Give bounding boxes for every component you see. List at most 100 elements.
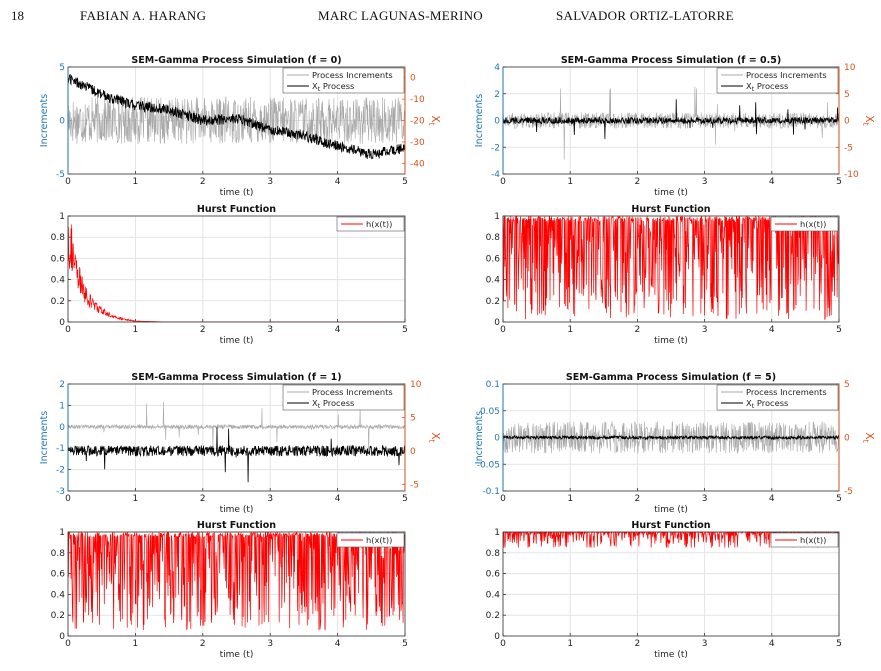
x-tick-label: 1 [567,325,573,335]
chart-title: Hurst Function [631,204,710,215]
legend-box [336,216,405,232]
y2-tick-label: -5 [410,480,419,490]
x-tick-label: 3 [702,639,708,649]
y-tick-label: 0.8 [51,549,66,559]
y-axis-label: Increments [39,411,50,464]
y-tick-label: 0 [494,318,500,328]
author-3: SALVADOR ORTIZ-LATORRE [556,8,734,23]
y2-tick-label: -20 [410,117,425,127]
legend-label: Xt Process [746,398,788,410]
y-tick-label: 0 [59,117,65,127]
legend-label: Process Increments [312,70,393,80]
chart-panel-5: 0 1 2 3 4 5 0 0.2 0.4 0.6 0.8 1 Hurst Function time (… [51,520,408,660]
x-axis-label: time (t) [220,650,254,660]
legend-box [770,216,839,232]
y2-tick-label: 10 [844,63,856,73]
x-tick-label: 3 [702,325,708,335]
series-group [503,532,839,548]
y-tick-label: 0.2 [486,611,500,621]
x-tick-label: 4 [769,177,775,187]
x-tick-label: 5 [836,177,842,187]
legend-box [716,384,839,411]
x-tick-label: 2 [200,177,206,187]
x-tick-label: 2 [200,639,206,649]
x-tick-label: 1 [567,177,573,187]
chart-panel-7: 0 1 2 3 4 5 0 0.2 0.4 0.6 0.8 1 Hurst Function time (… [486,520,842,660]
x-tick-label: 3 [267,177,273,187]
y-tick-label: 0.8 [486,549,501,559]
x-tick-label: 0 [500,177,506,187]
x-tick-label: 2 [635,639,641,649]
y-tick-label: 0.8 [51,233,66,243]
y-tick-label: 0.6 [51,254,66,264]
y-tick-label: 1 [494,212,500,222]
y-axis-label: Increments [474,94,485,147]
x-axis-label: time (t) [654,650,688,660]
legend-box [282,67,405,94]
x-tick-label: 5 [402,494,408,504]
x-tick-label: 4 [769,494,775,504]
x-axis-label: time (t) [654,336,688,346]
legend-box [716,67,839,94]
y-tick-label: 0.4 [51,590,66,600]
y-tick-label: -4 [491,170,500,180]
author-2: MARC LAGUNAS-MERINO [318,8,483,23]
x-tick-label: 0 [65,177,71,187]
x-tick-label: 2 [635,177,641,187]
x-tick-label: 1 [567,639,573,649]
axes-frame [502,531,840,637]
x-tick-label: 1 [133,639,139,649]
y2-tick-label: 0 [410,447,416,457]
y-tick-label: 0.2 [51,297,65,307]
y2-tick-label: 5 [844,90,850,100]
x-tick-label: 1 [133,325,139,335]
y-tick-label: 2 [59,380,65,390]
author-1: FABIAN A. HARANG [80,8,207,23]
y2-tick-label: 0 [844,117,850,127]
legend-box [336,532,405,548]
legend: h(x(t)) [336,532,405,548]
series-hurst [503,216,839,320]
chart-title: SEM-Gamma Process Simulation (f = 1) [131,372,341,383]
series-increments [503,420,839,454]
y2-tick-label: -30 [410,138,425,148]
y-tick-label: 5 [59,63,65,73]
series-hurst [503,532,839,548]
series-group [503,420,839,454]
x-tick-label: 0 [500,639,506,649]
x-tick-label: 4 [335,494,341,504]
y-tick-label: 0 [494,632,500,642]
x-tick-label: 0 [65,494,71,504]
y-tick-label: 0.1 [486,380,500,390]
y-tick-label: -2 [56,466,65,476]
y2-tick-label: 5 [410,413,416,423]
x-tick-label: 0 [65,639,71,649]
x-tick-label: 1 [567,494,573,504]
axes-frame [67,215,406,323]
x-axis-label: time (t) [220,505,254,515]
x-tick-label: 1 [133,177,139,187]
page-number: 18 [11,8,24,23]
x-axis-label: time (t) [220,188,254,198]
chart-title: SEM-Gamma Process Simulation (f = 0.5) [561,55,781,66]
x-tick-label: 3 [267,325,273,335]
x-tick-label: 0 [65,325,71,335]
chart-panel-3: 0 1 2 3 4 5 0 0.2 0.4 0.6 0.8 1 Hurst Function time (… [486,204,842,346]
legend-box [282,384,405,411]
page-header: 18 FABIAN A. HARANG MARC LAGUNAS-MERINO … [0,0,881,34]
y-tick-label: 1 [59,528,65,538]
y-tick-label: 0 [59,423,65,433]
y-tick-label: 1 [59,212,65,222]
y2-axis-label: Xt [427,432,441,442]
y-tick-label: 4 [494,63,500,73]
x-tick-label: 5 [836,639,842,649]
y-tick-label: 1 [494,528,500,538]
y-tick-label: 0 [59,632,65,642]
series-group [503,216,839,320]
